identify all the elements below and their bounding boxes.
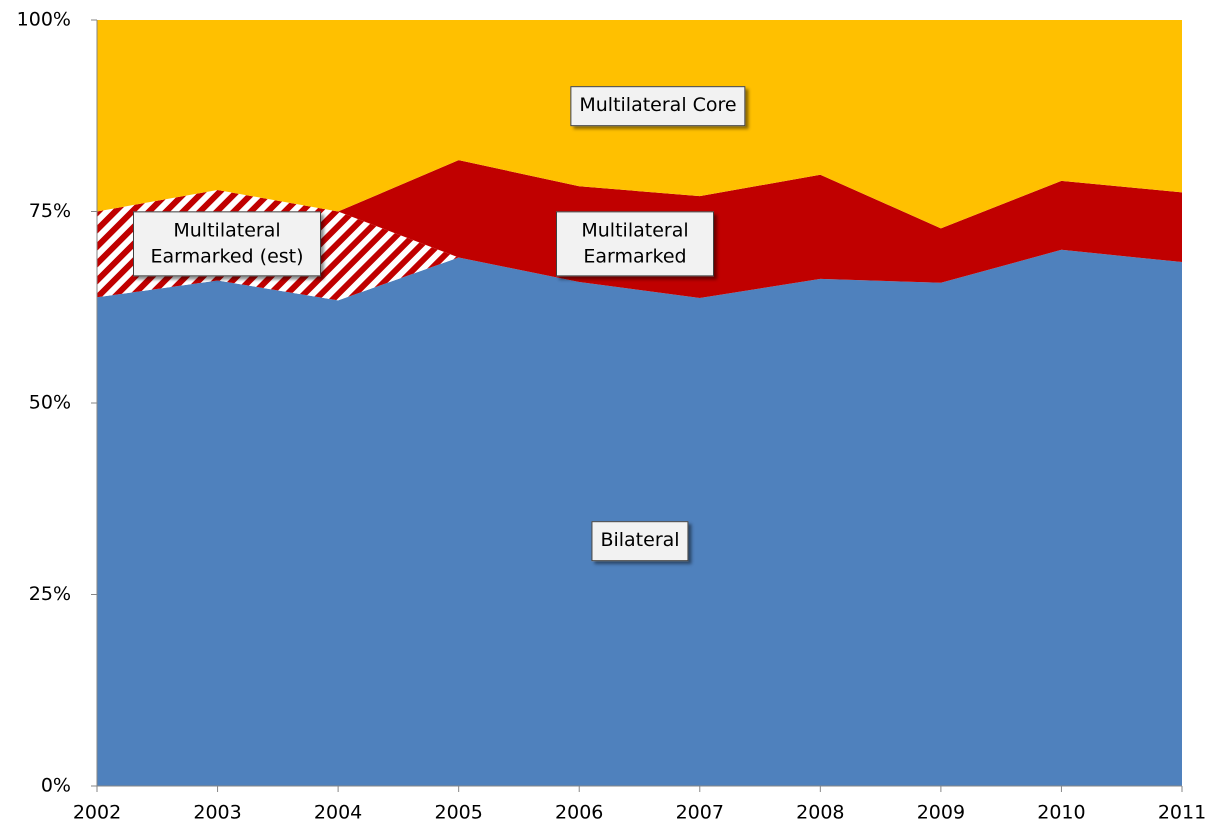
- x-tick-label: 2006: [555, 802, 603, 824]
- series-label: Multilateral Earmarked (est): [133, 211, 321, 277]
- x-tick-label: 2003: [193, 802, 241, 824]
- y-tick-label: 25%: [29, 583, 71, 605]
- y-tick-label: 50%: [29, 392, 71, 414]
- x-tick-label: 2005: [434, 802, 482, 824]
- x-tick-label: 2010: [1037, 802, 1085, 824]
- series-label: Bilateral: [591, 521, 689, 561]
- x-tick-label: 2002: [73, 802, 121, 824]
- area: [338, 160, 1183, 299]
- area: [97, 249, 1182, 787]
- x-tick-label: 2009: [917, 802, 965, 824]
- x-tick-label: 2007: [676, 802, 724, 824]
- x-tick-label: 2004: [314, 802, 362, 824]
- x-tick-label: 2011: [1158, 802, 1206, 824]
- y-tick-label: 100%: [17, 9, 71, 31]
- y-tick-label: 0%: [41, 775, 71, 797]
- series-label: Multilateral Core: [570, 86, 746, 126]
- x-tick-label: 2008: [796, 802, 844, 824]
- y-tick-label: 75%: [29, 200, 71, 222]
- series-label: Multilateral Earmarked: [556, 211, 714, 277]
